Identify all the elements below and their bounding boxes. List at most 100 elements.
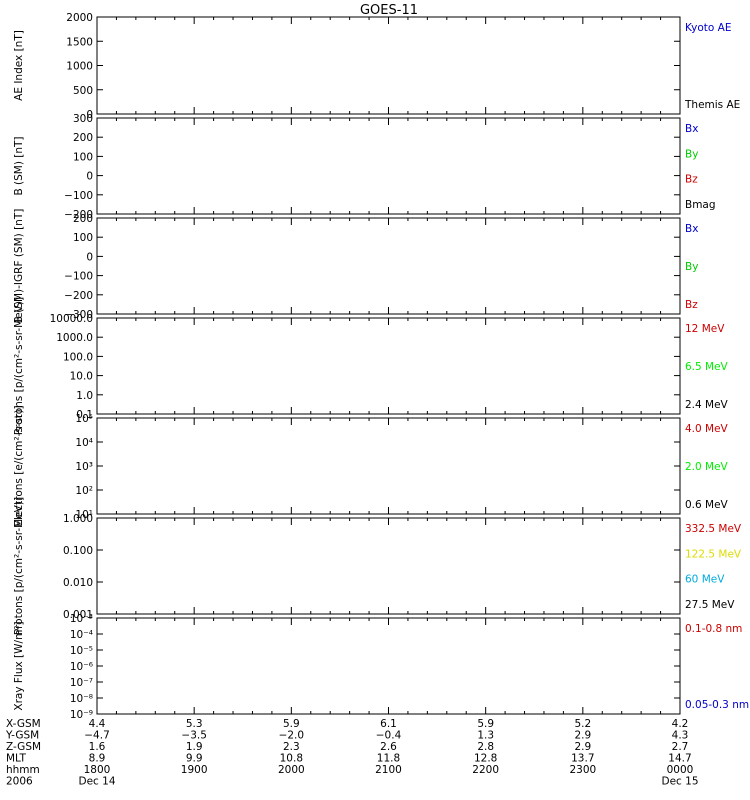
y-tick-label: 10.0 bbox=[70, 371, 93, 383]
legend-label: 2.4 MeV bbox=[685, 399, 729, 411]
legend-label: By bbox=[685, 261, 698, 273]
y-tick-label: 1.000 bbox=[63, 513, 93, 525]
legend-label: 122.5 MeV bbox=[685, 548, 742, 560]
y-tick-label: 200 bbox=[73, 213, 93, 225]
legend-label: Kyoto AE bbox=[685, 22, 731, 34]
orbit-row-label: Y-GSM bbox=[5, 730, 39, 742]
orbit-row-label: 2006 bbox=[6, 776, 33, 788]
orbit-cell: 2.9 bbox=[574, 730, 591, 742]
orbit-cell: −0.4 bbox=[376, 730, 402, 742]
orbit-cell: 1.3 bbox=[477, 730, 494, 742]
orbit-cell: 0000 bbox=[667, 764, 694, 776]
orbit-cell: 4.3 bbox=[672, 730, 689, 742]
y-tick-label: 100 bbox=[73, 232, 93, 244]
y-tick-label: 0 bbox=[86, 251, 93, 263]
y-axis-label: Xray Flux [W/m²] bbox=[13, 621, 25, 710]
y-tick-label: 0.010 bbox=[63, 577, 93, 589]
legend-label: 2.0 MeV bbox=[685, 461, 729, 473]
panel-5: 10⁵ 10⁴ 10³ 10² 10¹ Electrons [e/(cm²-s-sr)] 4… bbox=[13, 405, 729, 526]
y-tick-label: 10³ bbox=[75, 461, 93, 473]
y-tick-label: 10⁵ bbox=[75, 413, 93, 425]
y-tick-label: 10⁻⁶ bbox=[70, 661, 93, 673]
y-tick-label: 10⁻⁸ bbox=[70, 693, 93, 705]
y-tick-label: 10² bbox=[75, 485, 93, 497]
legend-label: 12 MeV bbox=[685, 323, 725, 335]
orbit-cell: −4.7 bbox=[84, 730, 110, 742]
legend-label: 332.5 MeV bbox=[685, 523, 742, 535]
orbit-row-label: hhmm bbox=[6, 764, 40, 776]
legend-label: 0.05-0.3 nm bbox=[685, 699, 749, 711]
y-tick-label: 0 bbox=[86, 109, 93, 121]
orbit-cell: 14.7 bbox=[668, 753, 691, 765]
y-tick-label: 10⁻⁵ bbox=[70, 645, 93, 657]
panel-6: 1.000 0.100 0.010 0.001 Protons [p/(cm²-s-sr… bbox=[13, 497, 742, 635]
legend-label: By bbox=[685, 148, 698, 160]
y-axis-label: AE Index [nT] bbox=[13, 30, 25, 101]
y-tick-label: 1500 bbox=[66, 36, 93, 48]
orbit-cell: 5.9 bbox=[283, 718, 300, 730]
y-tick-label: −200 bbox=[64, 209, 93, 221]
legend-label: 27.5 MeV bbox=[685, 599, 735, 611]
y-tick-label: 0.1 bbox=[76, 409, 93, 421]
y-tick-label: 10000.0 bbox=[50, 313, 93, 325]
orbit-cell: 1900 bbox=[181, 764, 208, 776]
y-axis-label: B (SM)-IGRF (SM) [nT] bbox=[13, 209, 25, 324]
orbit-row-label: X-GSM bbox=[6, 718, 41, 730]
y-tick-label: 1000 bbox=[66, 61, 93, 73]
orbit-cell: 2300 bbox=[569, 764, 596, 776]
legend-label: Bx bbox=[685, 123, 698, 135]
y-axis-label: Protons [p/(cm²-s-sr-MeV)] bbox=[13, 297, 25, 435]
orbit-cell: 2100 bbox=[375, 764, 402, 776]
orbit-cell: 11.8 bbox=[377, 753, 400, 765]
y-tick-label: −100 bbox=[64, 271, 93, 283]
orbit-cell: 2.9 bbox=[574, 741, 591, 753]
orbit-cell: 8.9 bbox=[89, 753, 106, 765]
y-tick-label: −100 bbox=[64, 190, 93, 202]
orbit-cell: 13.7 bbox=[571, 753, 594, 765]
orbit-cell: −2.0 bbox=[279, 730, 305, 742]
orbit-cell: 4.2 bbox=[672, 718, 689, 730]
orbit-cell: 2.6 bbox=[380, 741, 397, 753]
y-tick-label: 0 bbox=[86, 171, 93, 183]
panel-1: 2000 1500 1000 500 0 AE Index [nT] Kyoto AE The… bbox=[13, 12, 740, 121]
orbit-cell: 5.2 bbox=[574, 718, 591, 730]
orbit-cell: 2200 bbox=[472, 764, 499, 776]
orbit-cell: 6.1 bbox=[380, 718, 397, 730]
y-tick-label: 10⁻⁴ bbox=[70, 629, 93, 641]
y-tick-label: 2000 bbox=[66, 12, 93, 24]
y-tick-label: 10⁴ bbox=[75, 437, 93, 449]
y-tick-label: −200 bbox=[64, 290, 93, 302]
legend-label: 0.6 MeV bbox=[685, 499, 729, 511]
panel-3: 200 100 0 −100 −200 −300 B (SM)-IGRF (SM) [nT]… bbox=[13, 209, 698, 324]
y-tick-label: 10¹ bbox=[75, 509, 93, 521]
y-tick-label: 0.100 bbox=[63, 545, 93, 557]
orbit-cell: 12.8 bbox=[474, 753, 497, 765]
orbit-cell: 1.9 bbox=[186, 741, 203, 753]
legend-label: Bmag bbox=[685, 199, 716, 211]
orbit-cell: Dec 15 bbox=[661, 776, 698, 788]
y-axis-label: Electrons [e/(cm²-s-sr)] bbox=[13, 405, 25, 526]
y-axis-label: Protons [p/(cm²-s-sr-MeV)] bbox=[13, 497, 25, 635]
orbit-cell: 5.9 bbox=[477, 718, 494, 730]
y-tick-label: 200 bbox=[73, 132, 93, 144]
y-tick-label: 1.0 bbox=[76, 390, 93, 402]
panel-frame bbox=[96, 117, 681, 215]
y-tick-label: 100.0 bbox=[63, 351, 93, 363]
orbit-cell: 1800 bbox=[84, 764, 111, 776]
orbit-row-label: MLT bbox=[6, 753, 26, 765]
legend-label: 4.0 MeV bbox=[685, 423, 729, 435]
panel-4: 10000.0 1000.0 100.0 10.0 1.0 0.1 Protons [p/(… bbox=[13, 297, 729, 435]
orbit-cell: −3.5 bbox=[181, 730, 207, 742]
orbit-cell: Dec 14 bbox=[78, 776, 115, 788]
panel-frame bbox=[96, 217, 681, 315]
legend-label: 0.1-0.8 nm bbox=[685, 623, 742, 635]
legend-label: 60 MeV bbox=[685, 574, 725, 586]
orbit-table: X-GSMY-GSMZ-GSMMLThhmm20064.4−4.71.68.91… bbox=[5, 718, 699, 788]
orbit-cell: 5.3 bbox=[186, 718, 203, 730]
panel-frame bbox=[96, 417, 681, 515]
orbit-cell: 2.3 bbox=[283, 741, 300, 753]
legend-label: Bz bbox=[685, 174, 698, 186]
orbit-cell: 2.8 bbox=[477, 741, 494, 753]
